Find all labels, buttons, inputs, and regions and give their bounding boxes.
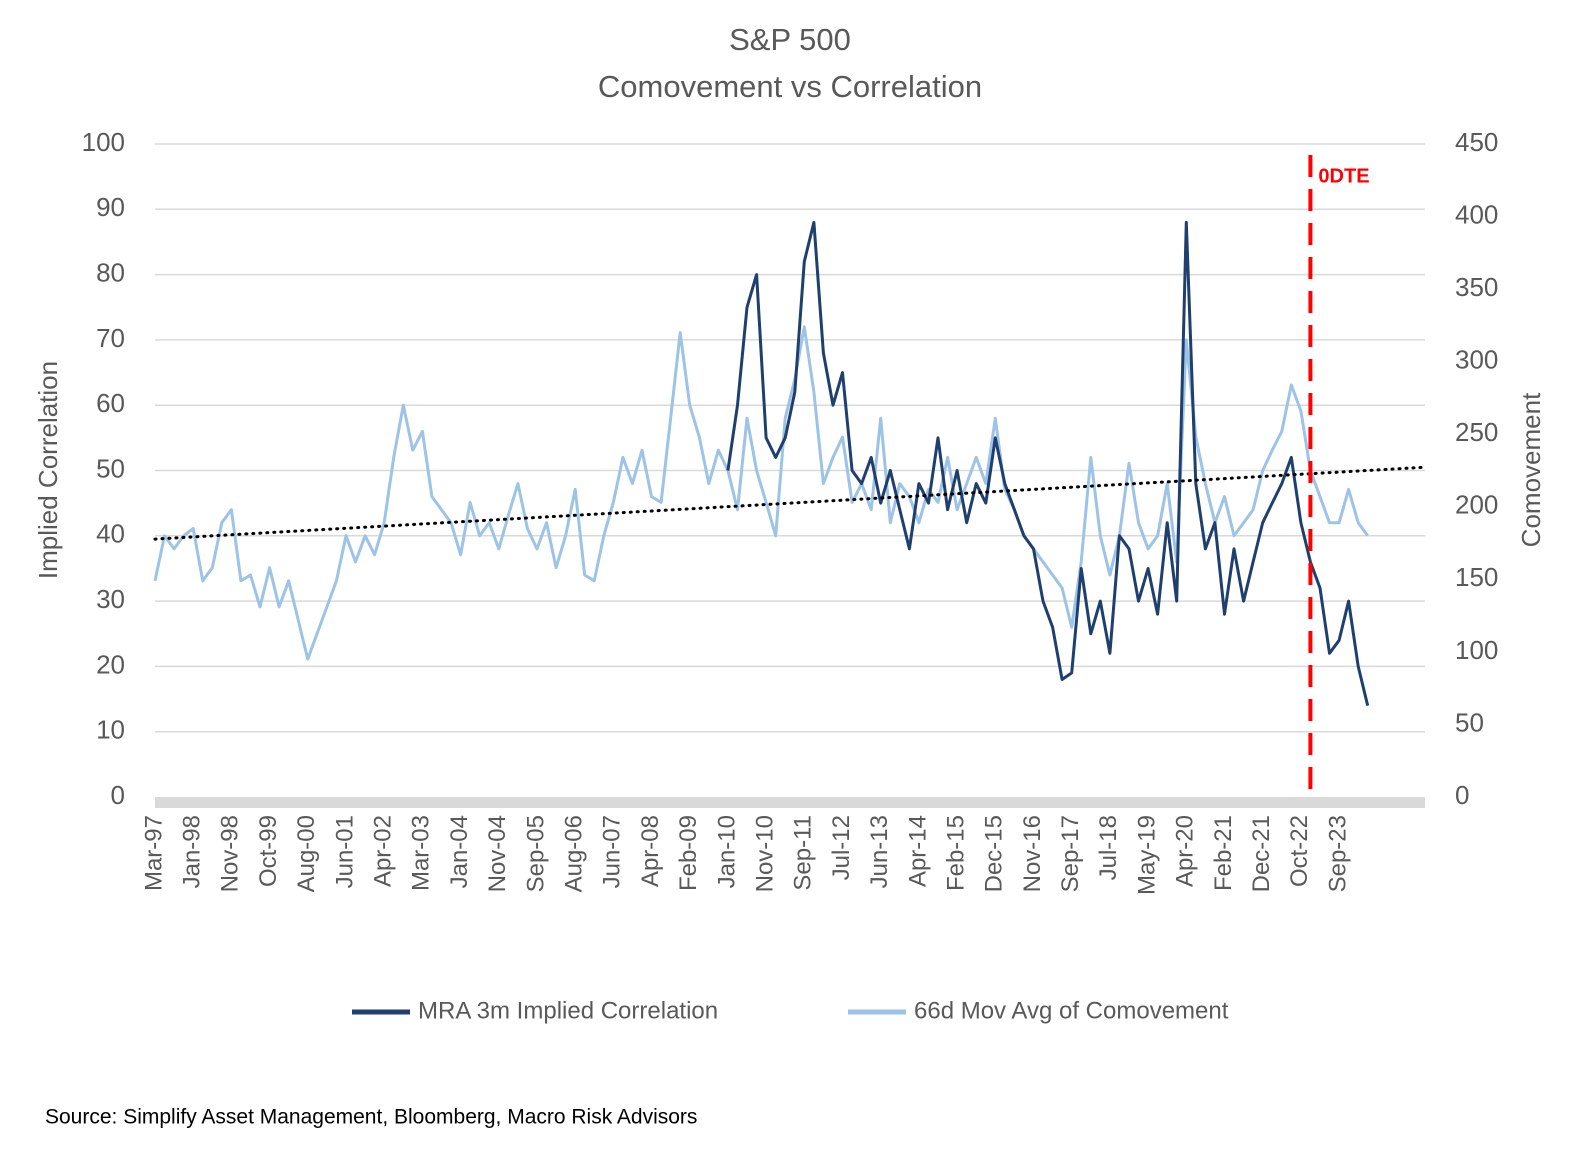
x-tick-label: Apr-20 [1172,815,1199,887]
legend-label: 66d Mov Avg of Comovement [914,997,1229,1024]
y-tick-label: 30 [96,584,125,614]
x-tick-label: Oct-22 [1286,815,1313,887]
chart-title: S&P 500 [729,22,851,57]
x-tick-label: Aug-06 [560,815,587,892]
y-tick-label: 100 [82,127,125,157]
y2-tick-label: 450 [1455,127,1498,157]
y-tick-label: 40 [96,519,125,549]
y2-tick-label: 300 [1455,345,1498,375]
y2-tick-label: 400 [1455,199,1498,229]
x-tick-label: Mar-97 [140,815,167,891]
x-tick-label: Jun-07 [599,815,626,888]
x-tick-label: Sep-05 [522,815,549,892]
y-tick-label: 50 [96,453,125,483]
y2-tick-label: 350 [1455,272,1498,302]
x-tick-label: Feb-15 [942,815,969,891]
x-tick-label: Nov-04 [484,815,511,892]
x-tick-label: Dec-21 [1248,815,1275,892]
x-tick-label: Feb-09 [675,815,702,891]
x-tick-label: Nov-10 [751,815,778,892]
y2-tick-label: 200 [1455,490,1498,520]
x-tick-label: Jan-10 [713,815,740,888]
x-tick-label: Jan-04 [446,815,473,888]
chart-subtitle: Comovement vs Correlation [598,69,982,104]
trend-line [153,465,1427,541]
x-tick-label: Sep-17 [1057,815,1084,892]
x-tick-label: Nov-16 [1019,815,1046,892]
legend-label: MRA 3m Implied Correlation [418,997,718,1024]
y-tick-label: 60 [96,388,125,418]
x-tick-label: Nov-98 [217,815,244,892]
y2-tick-label: 50 [1455,707,1484,737]
x-tick-label: Mar-03 [408,815,435,891]
y-tick-label: 20 [96,649,125,679]
x-tick-label: Apr-14 [904,815,931,887]
y2-tick-label: 250 [1455,417,1498,447]
y2-tick-label: 150 [1455,562,1498,592]
x-tick-label: Jun-01 [331,815,358,888]
x-tick-label: Jul-12 [828,815,855,880]
x-tick-label: Oct-99 [255,815,282,887]
x-tick-label: Apr-08 [637,815,664,887]
x-tick-label: Apr-02 [370,815,397,887]
x-tick-label: Aug-00 [293,815,320,892]
x-axis-band [155,797,1425,808]
x-tick-label: Jun-13 [866,815,893,888]
x-tick-label: Jan-98 [179,815,206,888]
x-tick-label: Jul-18 [1095,815,1122,880]
y2-tick-label: 100 [1455,635,1498,665]
y2-tick-label: 0 [1455,780,1469,810]
y-axis-title: Implied Correlation [33,361,63,579]
y2-axis-title: Comovement [1516,392,1546,547]
series-line [726,220,1370,706]
annotation-label: 0DTE [1318,165,1369,187]
x-tick-label: Sep-11 [790,815,817,891]
series-line [153,325,1369,661]
y-tick-label: 90 [96,192,125,222]
y-tick-label: 0 [111,780,125,810]
x-tick-label: Dec-15 [981,815,1008,892]
x-tick-label: May-19 [1133,815,1160,895]
y-tick-label: 70 [96,323,125,353]
source-note: Source: Simplify Asset Management, Bloom… [45,1106,697,1129]
x-tick-label: Feb-21 [1210,815,1237,891]
y-tick-label: 80 [96,257,125,287]
y-tick-label: 10 [96,715,125,745]
x-tick-label: Sep-23 [1324,815,1351,892]
